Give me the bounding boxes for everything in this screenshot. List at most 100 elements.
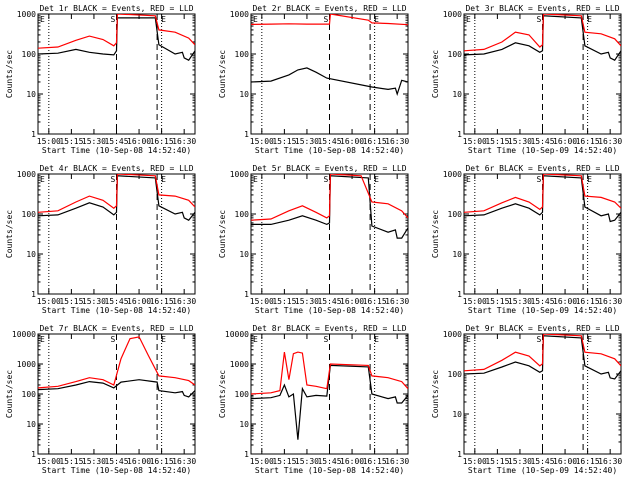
y-axis-label: Counts/sec — [5, 210, 14, 258]
x-tick-label: 16:00 — [340, 137, 364, 146]
x-tick-label: 15:00 — [250, 457, 274, 466]
panel-title: Det 3r BLACK = Events, RED = LLD — [465, 4, 619, 13]
series-line-lld — [38, 14, 195, 49]
series-line-events — [38, 379, 195, 398]
y-tick-label: 100 — [22, 390, 37, 399]
x-tick-label: 16:00 — [553, 297, 577, 306]
panel-title: Det 9r BLACK = Events, RED = LLD — [465, 324, 619, 333]
x-axis-label: Start Time (10-Sep-08 14:52:40) — [42, 146, 191, 155]
x-tick-label: 16:15 — [150, 137, 174, 146]
y-tick-label: 1 — [457, 450, 462, 459]
marker-label-e-start: E — [40, 15, 45, 24]
marker-label-e-end: E — [161, 335, 166, 344]
y-tick-label: 10 — [239, 250, 249, 259]
x-tick-label: 16:00 — [340, 297, 364, 306]
x-tick-label: 15:00 — [463, 297, 487, 306]
x-tick-label: 16:30 — [598, 457, 622, 466]
y-tick-label: 10 — [452, 250, 462, 259]
x-tick-label: 15:00 — [463, 137, 487, 146]
x-tick-label: 16:15 — [363, 297, 387, 306]
y-tick-label: 1 — [457, 290, 462, 299]
y-tick-label: 1 — [457, 130, 462, 139]
marker-label-e-end: E — [587, 175, 592, 184]
marker-label-e-start: E — [466, 15, 471, 24]
x-tick-label: 16:15 — [150, 297, 174, 306]
x-tick-label: 15:00 — [37, 137, 61, 146]
x-axis-label: Start Time (10-Sep-09 14:52:40) — [468, 146, 617, 155]
y-tick-label: 10 — [26, 90, 36, 99]
y-tick-label: 10 — [239, 90, 249, 99]
x-tick-label: 15:15 — [272, 137, 296, 146]
x-tick-label: 15:30 — [295, 297, 319, 306]
panel-title: Det 2r BLACK = Events, RED = LLD — [252, 4, 406, 13]
marker-label-e-start: E — [40, 175, 45, 184]
x-tick-label: 15:15 — [59, 297, 83, 306]
series-line-lld — [251, 14, 408, 26]
y-tick-label: 10 — [239, 420, 249, 429]
panel-title: Det 7r BLACK = Events, RED = LLD — [39, 324, 193, 333]
x-tick-label: 15:45 — [530, 457, 554, 466]
x-tick-label: 16:00 — [127, 457, 151, 466]
x-tick-label: 16:30 — [385, 137, 409, 146]
x-tick-label: 16:30 — [172, 297, 196, 306]
marker-label-e-start: E — [466, 175, 471, 184]
y-tick-label: 100 — [22, 210, 37, 219]
x-tick-label: 15:00 — [37, 297, 61, 306]
marker-label-s: S — [324, 335, 329, 344]
marker-label-e-end: E — [161, 175, 166, 184]
y-tick-label: 1 — [31, 450, 36, 459]
x-tick-label: 15:45 — [104, 137, 128, 146]
y-tick-label: 1 — [244, 290, 249, 299]
x-tick-label: 16:30 — [598, 297, 622, 306]
y-tick-label: 1000 — [443, 330, 462, 339]
y-tick-label: 10 — [452, 90, 462, 99]
panel-1: Det 1r BLACK = Events, RED = LLD 1 10 100 10… — [5, 4, 196, 155]
panel-6: Det 6r BLACK = Events, RED = LLD 1 10 100 10… — [431, 164, 622, 315]
y-tick-label: 1 — [31, 290, 36, 299]
x-tick-label: 16:15 — [576, 457, 600, 466]
series-line-events — [251, 364, 408, 440]
marker-label-s: S — [537, 335, 542, 344]
marker-label-e-start: E — [253, 175, 258, 184]
series-line-lld — [38, 336, 195, 389]
x-tick-label: 15:45 — [530, 137, 554, 146]
y-tick-label: 1 — [31, 130, 36, 139]
x-axis-label: Start Time (10-Sep-08 14:52:40) — [42, 306, 191, 315]
x-axis-label: Start Time (10-Sep-08 14:52:40) — [255, 466, 404, 475]
marker-label-e-end: E — [161, 15, 166, 24]
x-tick-label: 15:45 — [317, 137, 341, 146]
y-tick-label: 1000 — [17, 170, 36, 179]
marker-label-s: S — [324, 175, 329, 184]
series-line-lld — [464, 14, 621, 52]
y-tick-label: 10000 — [225, 330, 249, 339]
panel-4: Det 4r BLACK = Events, RED = LLD 1 10 100 10… — [5, 164, 196, 315]
marker-label-e-end: E — [374, 15, 379, 24]
series-line-lld — [38, 174, 195, 213]
panel-title: Det 4r BLACK = Events, RED = LLD — [39, 164, 193, 173]
y-tick-label: 100 — [22, 50, 37, 59]
panel-title: Det 5r BLACK = Events, RED = LLD — [252, 164, 406, 173]
x-tick-label: 15:45 — [317, 297, 341, 306]
panel-title: Det 8r BLACK = Events, RED = LLD — [252, 324, 406, 333]
panel-title: Det 6r BLACK = Events, RED = LLD — [465, 164, 619, 173]
panel-9: Det 9r BLACK = Events, RED = LLD 1 10 100 10… — [431, 324, 622, 475]
x-tick-label: 15:30 — [82, 137, 106, 146]
x-axis-label: Start Time (10-Sep-09 14:52:40) — [468, 306, 617, 315]
x-tick-label: 16:00 — [553, 137, 577, 146]
series-line-lld — [251, 174, 408, 221]
y-axis-label: Counts/sec — [431, 50, 440, 98]
panel-7: Det 7r BLACK = Events, RED = LLD 1 10 100 10… — [5, 324, 196, 475]
x-tick-label: 15:15 — [485, 457, 509, 466]
y-tick-label: 100 — [235, 50, 250, 59]
y-tick-label: 1000 — [230, 170, 249, 179]
x-tick-label: 15:00 — [463, 457, 487, 466]
panel-8: Det 8r BLACK = Events, RED = LLD 1 10 100 10… — [218, 324, 409, 475]
x-tick-label: 16:15 — [363, 457, 387, 466]
y-tick-label: 1000 — [230, 10, 249, 19]
x-tick-label: 15:30 — [508, 297, 532, 306]
y-tick-label: 1 — [244, 450, 249, 459]
marker-label-e-end: E — [374, 335, 379, 344]
y-axis-label: Counts/sec — [218, 370, 227, 418]
marker-label-s: S — [111, 335, 116, 344]
y-tick-label: 1000 — [230, 360, 249, 369]
